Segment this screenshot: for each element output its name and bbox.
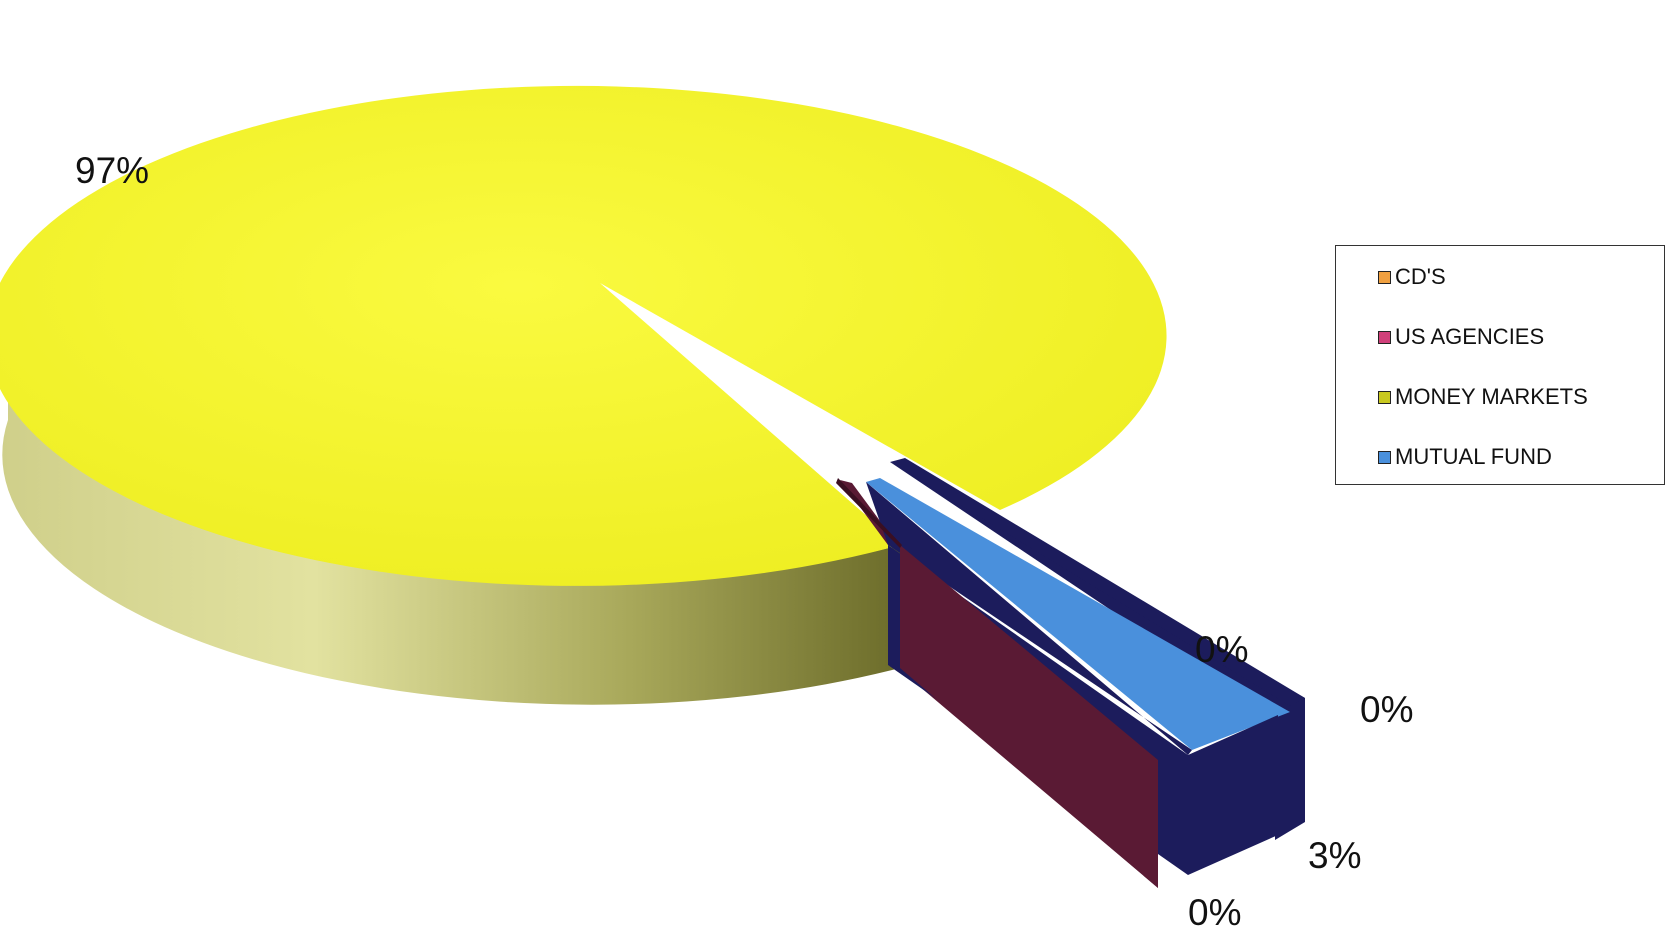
legend-label-cds: CD'S — [1395, 264, 1446, 289]
legend-swatch-money-markets — [1378, 390, 1391, 404]
pie-slice-cds — [890, 458, 1305, 840]
chart-legend: CD'S US AGENCIES MONEY MARKETS MUTUAL FU… — [1335, 245, 1665, 485]
money-markets-side — [0, 290, 900, 705]
data-label-mutual-fund: 3% — [1308, 835, 1361, 876]
money-markets-top — [0, 85, 1167, 586]
data-label-us-agencies-outer: 0% — [1360, 689, 1413, 730]
mutual-fund-top — [866, 478, 1290, 750]
legend-item-cds: CD'S — [1378, 262, 1446, 292]
legend-label-us-agencies: US AGENCIES — [1395, 324, 1545, 349]
us-agencies-top-edge — [836, 478, 902, 548]
cds-top-edge — [890, 458, 1305, 706]
data-label-cds: 0% — [1195, 629, 1248, 670]
us-agencies-face — [900, 545, 1158, 888]
legend-label-money-markets: MONEY MARKETS — [1395, 384, 1588, 409]
pie-slice-money-markets — [0, 85, 1167, 705]
legend-item-us-agencies: US AGENCIES — [1378, 322, 1544, 352]
legend-item-money-markets: MONEY MARKETS — [1378, 382, 1588, 412]
data-label-us-agencies: 0% — [1188, 892, 1241, 933]
legend-swatch-us-agencies — [1378, 330, 1391, 344]
legend-swatch-cds — [1378, 270, 1391, 284]
data-label-money-markets: 97% — [75, 150, 149, 191]
legend-label-mutual-fund: MUTUAL FUND — [1395, 444, 1552, 469]
mutual-fund-side — [1188, 715, 1278, 875]
legend-item-mutual-fund: MUTUAL FUND — [1378, 442, 1552, 472]
legend-swatch-mutual-fund — [1378, 450, 1391, 464]
